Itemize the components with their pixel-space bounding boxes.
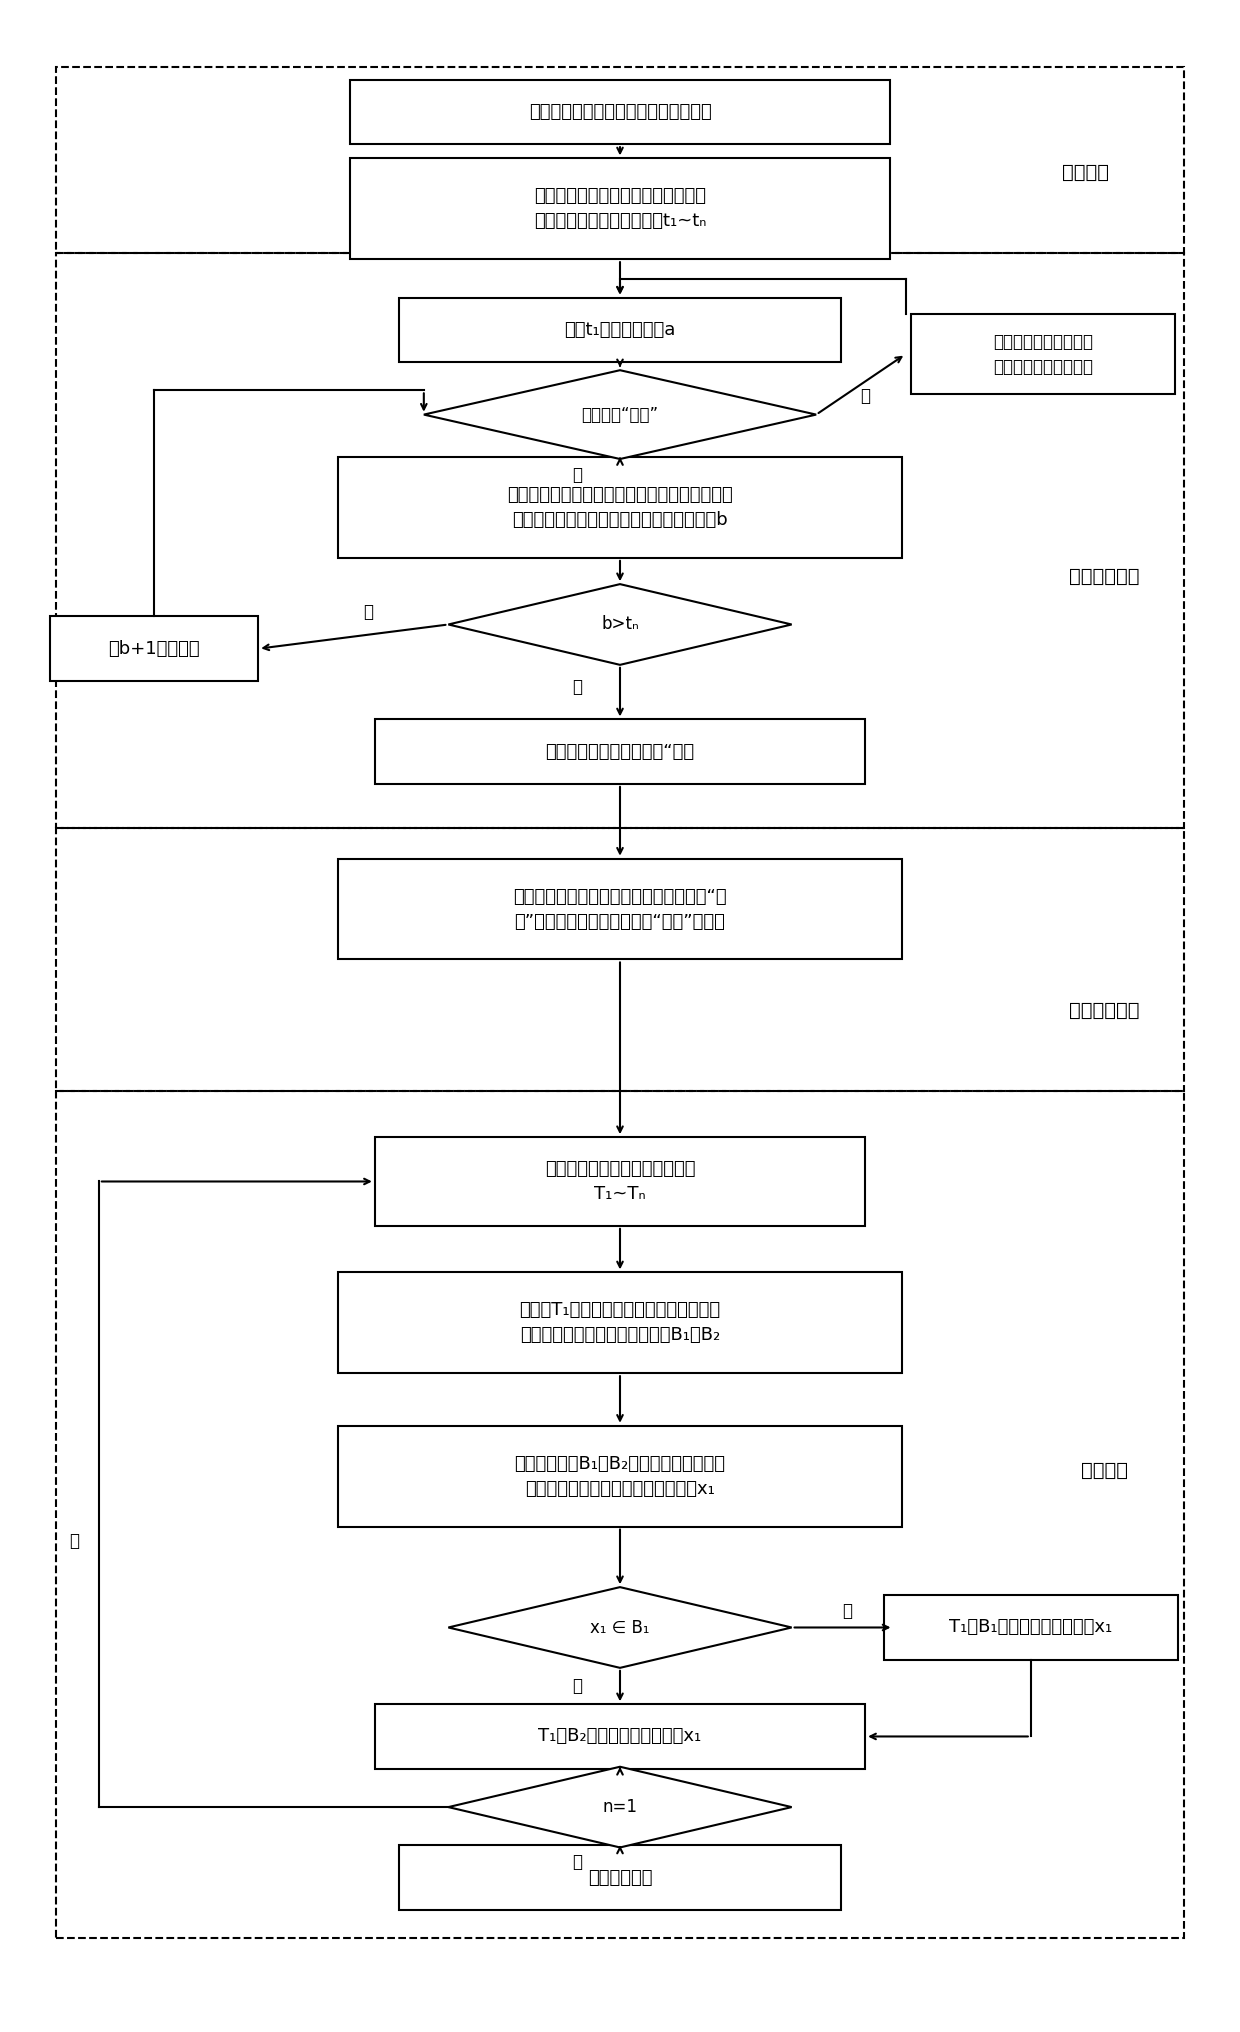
- Text: 时段融合: 时段融合: [1081, 1461, 1128, 1479]
- Text: 否: 否: [69, 1532, 79, 1550]
- Text: 以b+1为起始点: 以b+1为起始点: [108, 640, 200, 658]
- FancyBboxPatch shape: [374, 1705, 866, 1768]
- Text: x₁ ∈ B₁: x₁ ∈ B₁: [590, 1617, 650, 1636]
- FancyBboxPatch shape: [399, 297, 841, 362]
- Text: 找出第一阶段无法处理的“黑点: 找出第一阶段无法处理的“黑点: [546, 742, 694, 760]
- Text: 以弃可再生能源发电量最小为目标对这些“黑
点”分别进行重构，得出在各“黑点”的解集: 以弃可再生能源发电量最小为目标对这些“黑 点”分别进行重构，得出在各“黑点”的解…: [513, 888, 727, 931]
- Polygon shape: [449, 583, 791, 664]
- Text: 第二阶段重构: 第二阶段重构: [1069, 1000, 1140, 1020]
- FancyBboxPatch shape: [339, 457, 901, 559]
- FancyBboxPatch shape: [399, 1845, 841, 1910]
- Text: 是: 是: [572, 1853, 582, 1871]
- Text: 找出所有仅包含单个时点的时段
T₁~Tₙ: 找出所有仅包含单个时点的时段 T₁~Tₙ: [544, 1160, 696, 1203]
- FancyBboxPatch shape: [374, 1138, 866, 1225]
- Text: T₁与B₁合并，合并时段解为x₁: T₁与B₁合并，合并时段解为x₁: [949, 1617, 1112, 1636]
- Text: 输入一天的可再生能源及负荷出力情况: 输入一天的可再生能源及负荷出力情况: [528, 104, 712, 120]
- Text: 生成最终方案: 生成最终方案: [588, 1869, 652, 1888]
- Text: n=1: n=1: [603, 1798, 637, 1817]
- Polygon shape: [424, 370, 816, 459]
- Text: 否: 否: [572, 465, 582, 484]
- Text: 跳过该时点，将起始点
设为该时点的下一时点: 跳过该时点，将起始点 设为该时点的下一时点: [993, 333, 1092, 376]
- FancyBboxPatch shape: [339, 1272, 901, 1374]
- Text: 起始点为“黑点”: 起始点为“黑点”: [582, 406, 658, 423]
- Text: b>tₙ: b>tₙ: [601, 616, 639, 634]
- Text: 以枚举法求出B₁、B₂中各个解弃其可再生
能源发电量，并找出弃电量最小的解x₁: 以枚举法求出B₁、B₂中各个解弃其可再生 能源发电量，并找出弃电量最小的解x₁: [515, 1455, 725, 1498]
- FancyBboxPatch shape: [350, 158, 890, 260]
- Text: 以第t₁时点为起始点a: 以第t₁时点为起始点a: [564, 321, 676, 339]
- FancyBboxPatch shape: [339, 1426, 901, 1526]
- FancyBboxPatch shape: [350, 79, 890, 144]
- Text: T₁与B₂合并，合并时段解为x₁: T₁与B₂合并，合并时段解为x₁: [538, 1727, 702, 1745]
- Text: 以重构方案可支撑配电网安全运行的时间长度最
大为目标进行重构，得到方案可支撑到时点b: 以重构方案可支撑配电网安全运行的时间长度最 大为目标进行重构，得到方案可支撑到时…: [507, 486, 733, 528]
- FancyBboxPatch shape: [911, 313, 1174, 394]
- Polygon shape: [449, 1587, 791, 1668]
- Text: 将时段T₁的重构解集分别与前一时段及后
一时段解集合并，分别形成解集B₁、B₂: 将时段T₁的重构解集分别与前一时段及后 一时段解集合并，分别形成解集B₁、B₂: [520, 1300, 720, 1345]
- Text: 是: 是: [363, 604, 373, 622]
- Text: 安全评估: 安全评估: [1063, 163, 1110, 183]
- FancyBboxPatch shape: [50, 616, 258, 681]
- FancyBboxPatch shape: [339, 860, 901, 959]
- FancyBboxPatch shape: [374, 719, 866, 784]
- Text: 是: 是: [842, 1603, 852, 1620]
- Text: 第一阶段重构: 第一阶段重构: [1069, 567, 1140, 585]
- Text: 通过连续澮流算法找出一天中初始网
架无法满足安全运行的时刻t₁~tₙ: 通过连续澮流算法找出一天中初始网 架无法满足安全运行的时刻t₁~tₙ: [533, 187, 707, 230]
- Polygon shape: [449, 1766, 791, 1847]
- Text: 否: 否: [572, 679, 582, 697]
- Text: 否: 否: [572, 1676, 582, 1695]
- FancyBboxPatch shape: [884, 1595, 1178, 1660]
- Text: 是: 是: [861, 388, 870, 406]
